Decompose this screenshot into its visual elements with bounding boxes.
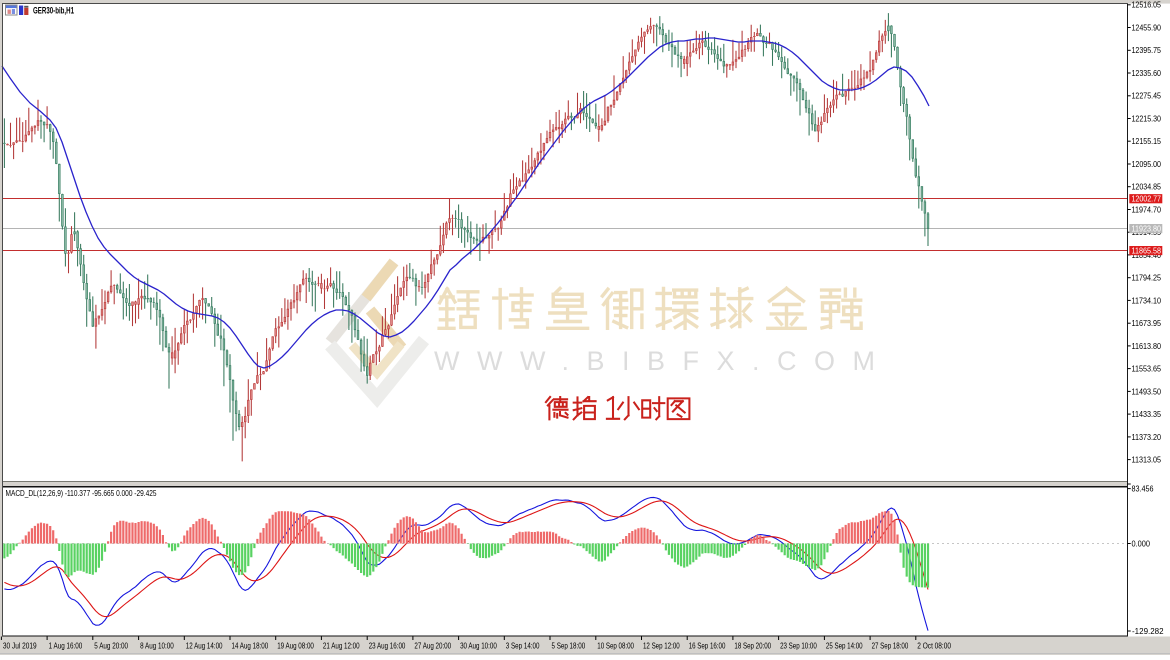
svg-text:11433.35: 11433.35 bbox=[1132, 410, 1162, 419]
svg-text:27 Aug 20:00: 27 Aug 20:00 bbox=[414, 642, 451, 651]
svg-text:GER30-bib,H1: GER30-bib,H1 bbox=[33, 6, 74, 16]
svg-text:23 Aug 16:00: 23 Aug 16:00 bbox=[369, 642, 406, 651]
svg-text:11313.05: 11313.05 bbox=[1132, 456, 1162, 465]
svg-text:27 Sep 18:00: 27 Sep 18:00 bbox=[872, 642, 909, 651]
svg-text:11553.65: 11553.65 bbox=[1132, 365, 1162, 374]
svg-text:11613.80: 11613.80 bbox=[1132, 342, 1162, 351]
svg-text:8 Aug 10:00: 8 Aug 10:00 bbox=[140, 642, 174, 651]
svg-text:12335.60: 12335.60 bbox=[1132, 69, 1162, 78]
svg-text:5 Sep 18:00: 5 Sep 18:00 bbox=[552, 642, 586, 651]
svg-text:12516.05: 12516.05 bbox=[1132, 1, 1162, 10]
svg-text:12 Aug 14:00: 12 Aug 14:00 bbox=[186, 642, 223, 651]
svg-text:5 Aug 20:00: 5 Aug 20:00 bbox=[94, 642, 128, 651]
svg-text:25 Sep 14:00: 25 Sep 14:00 bbox=[826, 642, 863, 651]
svg-text:12002.77: 12002.77 bbox=[1132, 195, 1162, 204]
svg-text:30 Jul 2019: 30 Jul 2019 bbox=[3, 642, 37, 651]
svg-text:10 Sep 08:00: 10 Sep 08:00 bbox=[597, 642, 634, 651]
svg-text:11673.95: 11673.95 bbox=[1132, 319, 1162, 328]
svg-text:83.456: 83.456 bbox=[1132, 485, 1154, 494]
svg-text:30 Aug 10:00: 30 Aug 10:00 bbox=[460, 642, 497, 651]
svg-text:11865.58: 11865.58 bbox=[1132, 247, 1162, 256]
svg-text:14 Aug 18:00: 14 Aug 18:00 bbox=[232, 642, 269, 651]
svg-text:18 Sep 20:00: 18 Sep 20:00 bbox=[734, 642, 771, 651]
svg-text:19 Aug 08:00: 19 Aug 08:00 bbox=[277, 642, 314, 651]
svg-text:21 Aug 12:00: 21 Aug 12:00 bbox=[323, 642, 360, 651]
svg-text:23 Sep 10:00: 23 Sep 10:00 bbox=[780, 642, 817, 651]
svg-text:11493.50: 11493.50 bbox=[1132, 387, 1162, 396]
svg-text:11854.40: 11854.40 bbox=[1132, 251, 1162, 260]
svg-text:12095.00: 12095.00 bbox=[1132, 160, 1162, 169]
svg-text:0.000: 0.000 bbox=[1132, 539, 1151, 548]
svg-text:12 Sep 12:00: 12 Sep 12:00 bbox=[643, 642, 680, 651]
svg-text:-129.282: -129.282 bbox=[1132, 627, 1164, 636]
svg-text:3 Sep 14:00: 3 Sep 14:00 bbox=[506, 642, 540, 651]
svg-text:1 Aug 16:00: 1 Aug 16:00 bbox=[49, 642, 83, 651]
svg-text:12155.15: 12155.15 bbox=[1132, 137, 1162, 146]
svg-text:MACD_DL(12,26,9) -110.377 -95.: MACD_DL(12,26,9) -110.377 -95.665 0.000 … bbox=[6, 489, 157, 498]
svg-text:16 Sep 16:00: 16 Sep 16:00 bbox=[689, 642, 726, 651]
svg-text:12275.45: 12275.45 bbox=[1132, 92, 1162, 101]
svg-text:11923.80: 11923.80 bbox=[1132, 225, 1162, 234]
svg-text:12455.90: 12455.90 bbox=[1132, 23, 1162, 32]
svg-text:12215.30: 12215.30 bbox=[1132, 114, 1162, 123]
svg-text:11794.25: 11794.25 bbox=[1132, 274, 1162, 283]
svg-text:2 Oct 08:00: 2 Oct 08:00 bbox=[917, 642, 951, 651]
svg-text:11373.20: 11373.20 bbox=[1132, 433, 1162, 442]
svg-text:11974.70: 11974.70 bbox=[1132, 205, 1162, 214]
svg-text:12395.75: 12395.75 bbox=[1132, 46, 1162, 55]
svg-text:11734.10: 11734.10 bbox=[1132, 296, 1162, 305]
svg-text:12034.85: 12034.85 bbox=[1132, 183, 1162, 192]
